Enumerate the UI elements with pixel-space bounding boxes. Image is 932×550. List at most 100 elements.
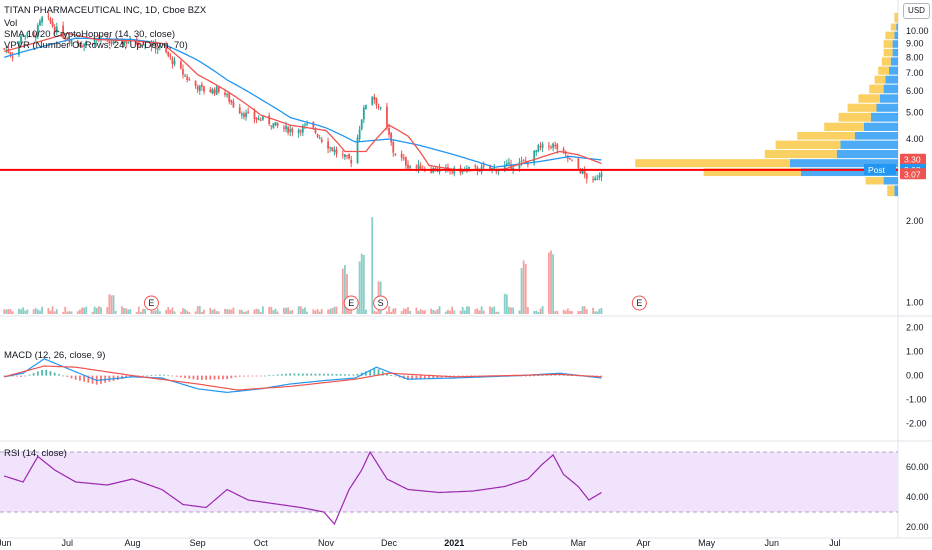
volume-bar [491, 307, 494, 314]
candle-body [125, 40, 128, 44]
macd-histogram-bar [70, 375, 73, 379]
vpvr-row-up [892, 48, 898, 57]
candle-body [493, 168, 496, 170]
candle-body [268, 115, 271, 125]
candle-body [360, 119, 363, 130]
volume-bar [179, 311, 182, 314]
macd-histogram-bar [66, 375, 69, 377]
volume-bar [114, 310, 117, 314]
price-tick-label: 10.00 [906, 26, 929, 36]
volume-bar [333, 306, 336, 314]
volume-bar [356, 307, 359, 314]
candle-body [39, 21, 41, 26]
candle-body [47, 15, 50, 17]
candle-body [415, 166, 418, 168]
macd-histogram-bar [541, 375, 544, 376]
volume-bar [91, 311, 94, 314]
rsi-band [0, 452, 898, 512]
time-tick-label: Mar [571, 538, 587, 548]
vpvr-row-up [871, 112, 898, 122]
candle-body [81, 46, 83, 48]
macd-histogram-bar [306, 373, 308, 376]
volume-bar [22, 307, 25, 314]
volume-bar [215, 311, 218, 314]
candle-body [70, 40, 73, 45]
candle-body [335, 149, 338, 154]
macd-histogram-bar [335, 374, 338, 376]
volume-bar [20, 309, 22, 314]
volume-bar [121, 306, 123, 314]
currency-button[interactable]: USD [903, 3, 930, 19]
candle-body [24, 35, 27, 37]
volume-bar [200, 311, 203, 314]
vpvr-row-up [892, 40, 898, 48]
macd-histogram-bar [158, 374, 161, 376]
macd-histogram-bar [331, 373, 334, 376]
volume-bar [541, 306, 544, 314]
volume-bar [465, 306, 468, 314]
volume-bar [316, 309, 319, 314]
macd-histogram-bar [529, 375, 531, 377]
macd-histogram-bar [53, 372, 56, 376]
volume-bar [283, 307, 285, 314]
volume-bar [564, 310, 567, 314]
candle-body [402, 157, 405, 159]
volume-bar [232, 307, 235, 314]
volume-bar [154, 310, 157, 314]
volume-bar [125, 308, 128, 314]
macd-histogram-bar [310, 373, 313, 376]
volume-bar [421, 310, 424, 314]
volume-bar [97, 306, 100, 314]
candle-body [365, 105, 367, 109]
volume-bar [598, 308, 601, 314]
time-tick-label: Jul [62, 538, 74, 548]
volume-bar [247, 310, 250, 314]
volume-bar [341, 268, 344, 314]
candle-body [158, 45, 161, 48]
volume-bar [592, 307, 594, 314]
candle-body [562, 148, 565, 152]
volume-bar [287, 307, 290, 314]
candle-body [140, 45, 142, 47]
macd-histogram-bar [3, 375, 6, 377]
macd-histogram-bar [36, 371, 39, 376]
macd-signal-line [4, 365, 602, 391]
vpvr-row-down [883, 40, 893, 48]
volume-bar [297, 306, 300, 314]
macd-histogram-bar [524, 375, 527, 377]
candle-body [85, 42, 88, 46]
candle-body [407, 164, 409, 169]
volume-bar [203, 309, 205, 314]
candle-body [154, 41, 157, 50]
volume-bar [140, 311, 142, 314]
vpvr-row-down [847, 103, 877, 112]
macd-histogram-bar [15, 375, 18, 377]
sma-slow-line [4, 37, 602, 168]
macd-histogram-bar [423, 375, 426, 379]
candle-body [224, 92, 226, 95]
time-tick-label: 2021 [444, 538, 464, 548]
macd-histogram-bar [369, 370, 372, 376]
candle-body [362, 107, 365, 120]
candle-body [289, 129, 292, 132]
volume-bar [276, 311, 279, 314]
event-marker-label: E [348, 298, 354, 308]
candle-body [547, 145, 550, 147]
volume-bar [194, 311, 197, 314]
candle-body [217, 87, 220, 93]
volume-bar [594, 311, 597, 314]
macd-histogram-bar [419, 375, 422, 380]
macd-histogram-bar [188, 375, 191, 379]
vpvr-row-down [838, 112, 871, 122]
macd-histogram-bar [83, 375, 86, 382]
candle-body [283, 127, 285, 129]
rsi-tick-label: 40.00 [906, 492, 929, 502]
volume-bar [95, 308, 98, 314]
price-tick-label: 7.00 [906, 68, 924, 78]
macd-histogram-bar [129, 375, 132, 378]
vpvr-row-up [836, 149, 898, 159]
candle-body [394, 153, 397, 155]
candle-body [375, 97, 378, 105]
candle-body [41, 17, 43, 23]
